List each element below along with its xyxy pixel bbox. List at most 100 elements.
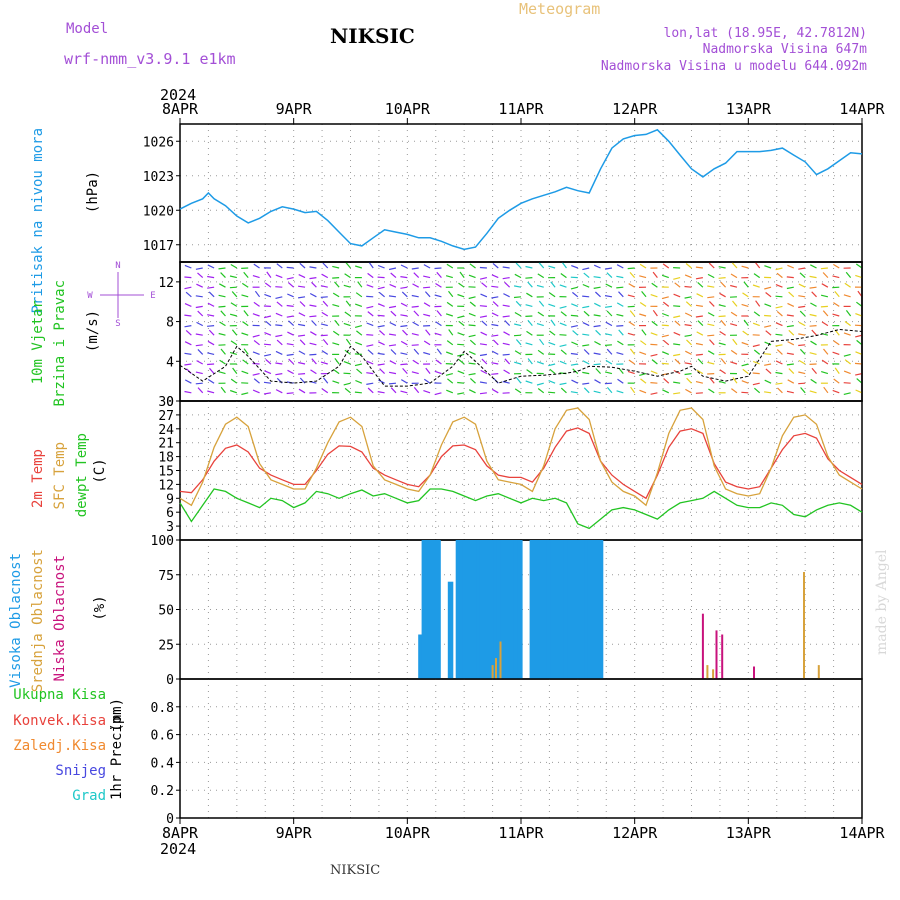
wind-arrow	[275, 296, 283, 299]
wind-arrow	[434, 332, 442, 336]
wind-arrow	[652, 271, 658, 278]
wind-arrow	[820, 267, 828, 270]
wind-arrow	[481, 320, 488, 327]
wind-arrow	[834, 367, 840, 374]
cloud-high-bar	[584, 540, 590, 679]
wind-arrow	[321, 388, 329, 394]
wind-arrow	[367, 311, 374, 317]
wind-arrow	[606, 272, 613, 279]
wind-arrow	[673, 353, 681, 357]
wind-arrow	[196, 283, 203, 288]
wind-arrow	[423, 378, 431, 384]
wind-arrow	[798, 371, 806, 375]
wind-arrow	[185, 329, 192, 336]
wind-arrow	[356, 330, 363, 336]
wind-arrow	[323, 377, 329, 384]
x-label-top: 10APR	[385, 100, 431, 118]
wind-arrow	[229, 313, 237, 317]
wind-arrow	[332, 292, 340, 298]
wind-arrow	[752, 382, 760, 386]
wind-arrow	[334, 281, 340, 288]
wind-arrow	[673, 392, 681, 395]
wind-arrow	[457, 332, 465, 336]
wind-arrow	[798, 305, 806, 308]
wind-arrow	[298, 373, 306, 375]
wind-arrow	[435, 359, 442, 365]
wind-arrow	[629, 310, 636, 317]
wind-arrow	[264, 370, 272, 375]
wind-arrow	[334, 319, 340, 326]
wind-speed-line	[179, 328, 863, 387]
wind-arrow	[446, 301, 454, 307]
wind-arrow	[765, 330, 772, 336]
wind-arrow	[448, 329, 454, 336]
wind-arrow	[400, 352, 408, 355]
temperature-ytick-label: 9	[166, 492, 174, 507]
wind-arrow	[468, 362, 476, 365]
wind-arrow	[775, 267, 783, 271]
wind-arrow	[491, 323, 499, 327]
wind-arrow	[696, 369, 704, 375]
wind-arrow	[390, 387, 397, 394]
wind-arrow	[741, 303, 749, 307]
wind-arrow	[263, 381, 272, 384]
temp-label-sfc: SFC Temp	[52, 442, 68, 509]
wind-arrow	[776, 310, 783, 317]
wind-arrow	[481, 282, 488, 288]
wind-arrow	[764, 286, 772, 290]
wind-arrow	[800, 387, 806, 394]
wind-arrow	[833, 378, 840, 384]
wind-arrow	[513, 296, 522, 299]
wind-arrow	[263, 353, 272, 357]
wind-arrow	[673, 381, 681, 384]
wind-arrow	[322, 339, 329, 346]
wind-arrow	[425, 367, 431, 374]
x-label-top: 8APR	[162, 100, 199, 118]
wind-arrow	[561, 262, 567, 269]
wind-arrow	[377, 303, 385, 307]
wind-arrow	[582, 305, 590, 309]
wind-arrow	[184, 276, 192, 279]
wind-arrow	[628, 283, 635, 288]
wind-ytick-label: 0	[166, 395, 174, 410]
wind-arrow	[457, 343, 465, 346]
wind-arrow	[503, 369, 510, 375]
wind-arrow	[332, 304, 340, 307]
wind-arrow	[571, 379, 579, 384]
wind-arrow	[230, 340, 238, 346]
wind-arrow	[764, 325, 772, 328]
wind-arrow	[219, 359, 226, 365]
pressure-line	[179, 128, 863, 251]
station-title: NIKSIC	[330, 24, 415, 48]
wind-arrow	[593, 314, 601, 317]
precip-ytick-label: 0.8	[151, 701, 174, 716]
meteogram-title: Meteogram	[519, 0, 600, 18]
wind-arrow	[639, 373, 647, 376]
wind-arrow	[764, 363, 772, 366]
wind-arrow	[468, 334, 476, 338]
precip-ytick-label: 0.6	[151, 729, 174, 744]
wind-arrow	[309, 342, 317, 346]
wind-arrow	[639, 351, 647, 355]
wind-arrow	[298, 312, 306, 317]
wind-arrow	[650, 332, 658, 336]
wind-arrow	[809, 275, 817, 279]
wind-arrow	[786, 390, 794, 394]
precip-panel: 0 0.2 0.4 0.6 0.8	[151, 678, 863, 827]
cloud-high-bar	[553, 540, 559, 679]
cloud-label-mid: Srednja Oblacnost	[30, 549, 46, 692]
cloud-unit: (%)	[92, 595, 108, 620]
wind-arrow	[560, 311, 567, 317]
wind-arrow	[180, 324, 181, 326]
wind-arrow	[434, 267, 442, 270]
wind-arrow	[457, 293, 465, 298]
wind-arrow	[491, 388, 499, 394]
wind-arrow	[707, 361, 715, 365]
precip-unit: (mm)	[109, 698, 125, 732]
wind-arrow	[502, 304, 510, 307]
wind-arrow	[445, 275, 453, 279]
wind-arrow	[436, 348, 442, 355]
wind-arrow	[299, 262, 306, 269]
wind-arrow	[310, 369, 317, 375]
wind-arrow	[502, 315, 510, 318]
